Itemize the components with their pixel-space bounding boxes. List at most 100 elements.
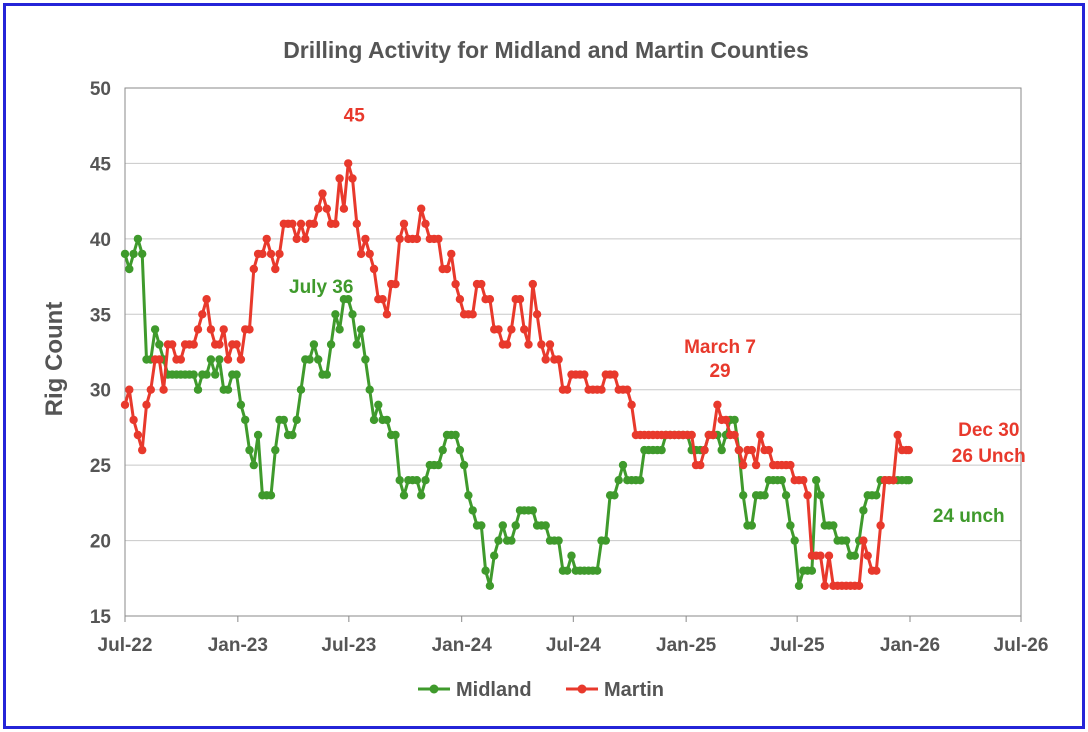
midland-point [777,476,786,485]
midland-point [812,476,821,485]
midland-point [657,445,666,455]
midland-point [451,430,460,440]
martin-point [537,340,546,349]
martin-legend-marker [577,684,587,694]
midland-point [421,476,430,485]
martin-point [120,400,130,409]
martin-point [502,340,512,349]
midland-point [292,415,301,425]
martin-point [249,264,258,274]
martin-point [223,355,233,364]
martin-point [232,340,241,349]
martin-markers [120,159,913,590]
martin-point [344,159,353,168]
plot-area [124,87,1022,617]
martin-point [820,581,829,590]
martin-point [314,204,323,213]
midland-point [395,476,404,485]
martin-point [447,249,456,259]
martin-point [721,415,731,425]
midland-point [236,400,246,409]
martin-point [365,249,374,259]
midland-point [601,536,610,545]
midland-point [781,491,791,500]
midland-point [730,415,739,425]
martin-point [271,264,280,274]
martin-point [395,234,404,244]
martin-point [713,400,722,409]
martin-point [236,355,246,364]
x-tick-label: Jul-25 [770,635,825,656]
martin-point [477,279,486,289]
midland-point [481,566,490,575]
midland-point [314,355,323,364]
midland-legend-marker [429,684,439,694]
martin-point [288,219,297,228]
midland-point [322,370,331,379]
martin-point [872,566,881,575]
martin-point [708,430,718,440]
martin-point [382,310,392,319]
martin-point [309,219,319,228]
midland-point [344,295,353,304]
midland-point [374,400,383,409]
martin-point [863,551,872,560]
midland-point [717,445,726,455]
series-group [120,159,913,590]
martin-point [206,325,216,334]
martin-point [700,445,709,455]
midland-point [223,385,233,394]
martin-point [816,551,825,560]
martin-point [266,249,276,259]
martin-point [361,234,370,244]
midland-point [477,521,486,530]
martin-point [125,385,134,394]
martin-point [296,219,306,228]
midland-point [498,521,507,530]
midland-point [438,445,447,455]
martin-point [824,551,834,560]
martin-point [245,325,254,334]
martin-point [146,385,155,394]
midland-point [369,415,379,425]
martin-point [859,536,868,545]
midland-point [266,491,276,500]
y-tick-label: 40 [90,230,111,251]
x-tick-labels: Jul-22 Jan-23 Jul-23 Jan-24 Jul-24 Jan-25 Jul-… [98,616,1049,656]
midland-point [249,460,258,470]
martin-point [421,219,430,228]
martin-point [541,355,550,364]
midland-point [807,566,817,575]
martin-point [258,249,267,259]
martin-point [507,325,516,334]
annotation: March 7 [684,337,756,358]
midland-point [331,310,340,319]
martin-point [339,204,349,213]
midland-point [636,476,645,485]
x-tick-label: Jan-26 [880,635,940,656]
martin-point [129,415,138,425]
chart-title: Drilling Activity for Midland and Martin… [283,37,809,63]
midland-point [382,415,392,425]
martin-point [215,340,224,349]
midland-point [528,506,537,515]
martin-point [369,264,379,274]
martin-point [399,219,409,228]
midland-point [464,491,473,500]
midland-point [904,476,913,485]
martin-point [893,430,902,440]
y-tick-label: 20 [90,532,111,553]
martin-point [219,325,228,334]
annotation: 45 [344,105,366,126]
annotation: July 36 [289,277,353,298]
midland-point [365,385,374,394]
martin-point [189,340,198,349]
x-tick-label: Jul-22 [98,635,153,656]
martin-point [751,460,761,470]
martin-point [193,325,203,334]
martin-point [854,581,864,590]
x-tick-label: Jul-26 [994,635,1049,656]
midland-legend-label: Midland [456,679,532,701]
midland-point [614,476,623,485]
y-tick-label: 25 [90,456,112,477]
